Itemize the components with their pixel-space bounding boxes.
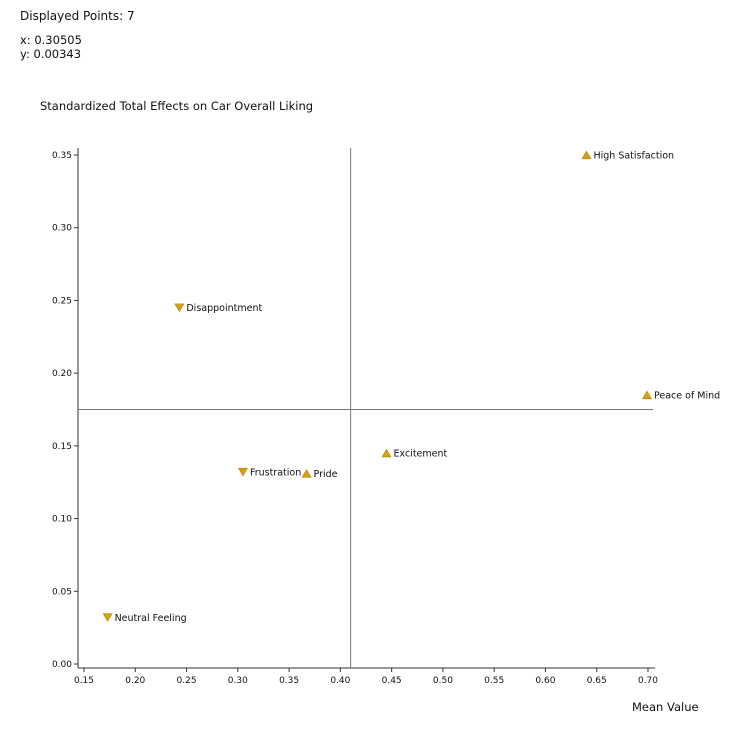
y-tick-label: 0.35 xyxy=(52,151,72,161)
y-tick-label: 0.05 xyxy=(52,587,72,597)
x-tick-label: 0.15 xyxy=(74,676,94,686)
x-tick-label: 0.60 xyxy=(535,676,555,686)
chart-title: Standardized Total Effects on Car Overal… xyxy=(40,99,314,113)
x-tick-label: 0.25 xyxy=(177,676,197,686)
cursor-y-readout: y: 0.00343 xyxy=(20,47,82,61)
y-tick-label: 0.25 xyxy=(52,296,72,306)
y-tick-label: 0.15 xyxy=(52,442,72,452)
data-point-label: Neutral Feeling xyxy=(115,613,187,624)
x-tick-label: 0.20 xyxy=(125,676,145,686)
data-point-label: High Satisfaction xyxy=(593,151,674,162)
data-point-triangle-down[interactable] xyxy=(174,303,185,313)
data-point-triangle-up[interactable] xyxy=(301,469,312,478)
cursor-x-readout: x: 0.30505 xyxy=(20,33,82,47)
y-tick-label: 0.10 xyxy=(52,515,72,525)
data-point-label: Pride xyxy=(314,469,338,480)
data-point-triangle-up[interactable] xyxy=(581,150,592,160)
x-tick-label: 0.65 xyxy=(587,676,607,686)
y-tick-label: 0.00 xyxy=(52,660,72,670)
y-tick-label: 0.20 xyxy=(52,369,72,379)
data-point-label: Peace of Mind xyxy=(654,390,720,401)
data-point-triangle-down[interactable] xyxy=(237,467,248,477)
x-tick-label: 0.45 xyxy=(382,676,402,686)
data-point-label: Frustration xyxy=(250,468,301,479)
data-point-label: Excitement xyxy=(394,449,448,460)
x-tick-label: 0.70 xyxy=(638,676,658,686)
x-tick-label: 0.50 xyxy=(433,676,453,686)
x-tick-label: 0.55 xyxy=(484,676,504,686)
y-tick-label: 0.30 xyxy=(52,224,72,234)
x-tick-label: 0.30 xyxy=(228,676,248,686)
data-point-triangle-down[interactable] xyxy=(102,613,113,622)
data-point-label: Disappointment xyxy=(186,303,262,314)
data-point-triangle-up[interactable] xyxy=(641,390,652,400)
data-point-triangle-up[interactable] xyxy=(381,448,392,458)
x-axis-title: Mean Value xyxy=(632,700,699,714)
displayed-points-count: Displayed Points: 7 xyxy=(20,9,135,23)
x-tick-label: 0.40 xyxy=(330,676,350,686)
x-tick-label: 0.35 xyxy=(279,676,299,686)
